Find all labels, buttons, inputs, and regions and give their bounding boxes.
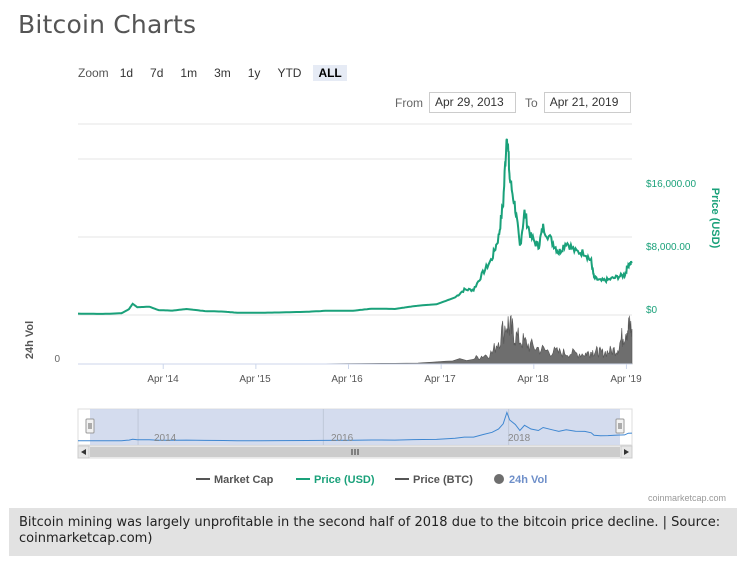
price-tick-8000: $8,000.00 — [646, 242, 691, 253]
zoom-1m-button[interactable]: 1m — [180, 66, 198, 80]
zoom-all-button[interactable]: ALL — [313, 65, 347, 81]
legend-24h-vol-label: 24h Vol — [509, 474, 547, 486]
range-to: To Apr 21, 2019 — [525, 92, 631, 113]
scrollbar-grip-icon — [351, 449, 359, 455]
range-from-input[interactable]: Apr 29, 2013 — [429, 92, 516, 113]
zoom-7d-button[interactable]: 7d — [150, 66, 164, 80]
image-caption: Bitcoin mining was largely unprofitable … — [9, 508, 737, 556]
zoom-label: Zoom — [78, 66, 109, 80]
zoom-1d-button[interactable]: 1d — [119, 66, 134, 80]
navigator-left-handle[interactable] — [85, 418, 95, 434]
price-chart: $16,000.00 $8,000.00 $0 Price (USD) 24h … — [24, 123, 721, 486]
navigator-right-handle[interactable] — [615, 418, 625, 434]
navigator-series-line — [78, 410, 633, 442]
price-axis-title: Price (USD) — [709, 188, 721, 249]
legend-market-cap[interactable]: Market Cap — [196, 474, 274, 486]
price-tick-0: $0 — [646, 305, 658, 316]
legend-price-btc-label: Price (BTC) — [413, 474, 473, 486]
navigator-selection[interactable] — [90, 409, 620, 445]
navigator-label-2018: 2018 — [508, 433, 531, 444]
legend-price-usd-label: Price (USD) — [314, 474, 375, 486]
price-tick-16000: $16,000.00 — [646, 179, 696, 190]
navigator-label-2016: 2016 — [331, 433, 354, 444]
range-from: From Apr 29, 2013 — [395, 92, 516, 113]
legend-price-usd[interactable]: Price (USD) — [296, 474, 375, 486]
scrollbar-right-arrow-icon[interactable] — [620, 445, 633, 459]
legend-market-cap-label: Market Cap — [214, 474, 274, 486]
x-tick-label-apr16: Apr '16 — [331, 374, 363, 385]
legend-24h-vol[interactable]: 24h Vol — [494, 474, 547, 486]
zoom-toolbar: Zoom 1d 7d 1m 3m 1y YTD ALL — [78, 64, 354, 82]
source-credit: coinmarketcap.com — [648, 493, 727, 503]
zoom-3m-button[interactable]: 3m — [214, 66, 231, 80]
legend-24h-vol-marker-icon — [494, 474, 504, 484]
x-tick-label-apr18: Apr '18 — [517, 374, 549, 385]
range-to-label: To — [525, 95, 538, 110]
navigator-gridlines — [137, 409, 510, 445]
chart-gridlines — [78, 123, 632, 316]
volume-axis-title: 24h Vol — [24, 321, 36, 359]
x-tick-label-apr15: Apr '15 — [239, 374, 271, 385]
x-axis-ticks — [162, 364, 627, 369]
price-series-line — [77, 138, 633, 315]
navigator-label-2014: 2014 — [154, 433, 177, 444]
range-from-label: From — [395, 95, 423, 110]
x-tick-label-apr17: Apr '17 — [424, 374, 456, 385]
zoom-ytd-button[interactable]: YTD — [277, 66, 302, 80]
x-tick-label-apr19: Apr '19 — [610, 374, 642, 385]
page-title: Bitcoin Charts — [18, 10, 197, 39]
x-tick-label-apr14: Apr '14 — [147, 374, 179, 385]
scrollbar-left-arrow-icon[interactable] — [77, 445, 90, 459]
legend-price-btc[interactable]: Price (BTC) — [395, 474, 473, 486]
range-to-input[interactable]: Apr 21, 2019 — [543, 92, 631, 113]
volume-series-area — [78, 314, 633, 365]
zoom-1y-button[interactable]: 1y — [247, 66, 261, 80]
volume-tick-0: 0 — [54, 354, 60, 365]
